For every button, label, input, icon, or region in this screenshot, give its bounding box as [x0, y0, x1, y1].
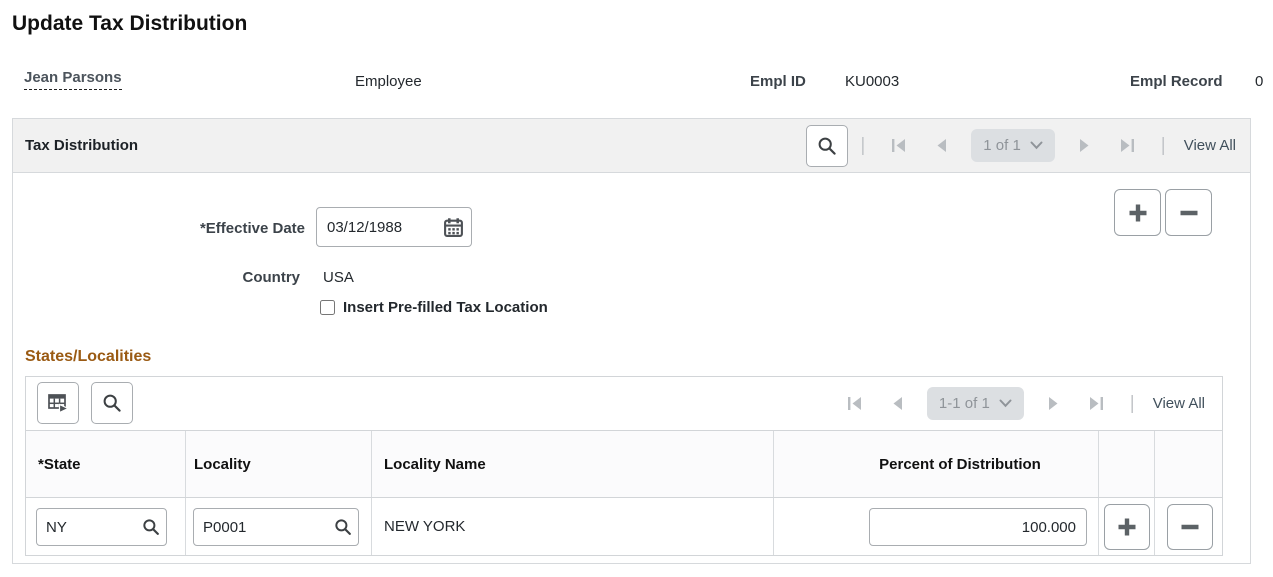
page-counter[interactable]: 1-1 of 1: [926, 387, 1024, 420]
separator: |: [1160, 134, 1166, 156]
search-icon: [334, 518, 352, 536]
effective-date-input[interactable]: [316, 207, 472, 247]
separator: |: [1129, 392, 1135, 414]
empl-id-value: KU0003: [845, 73, 900, 90]
plus-icon: [1116, 516, 1138, 538]
states-localities-grid: 1-1 of 1 | View All: [25, 376, 1223, 556]
empl-record-value: 0: [1255, 73, 1264, 90]
page-counter[interactable]: 1 of 1: [971, 129, 1055, 162]
minus-icon: [1179, 516, 1201, 538]
next-page-icon[interactable]: [1034, 396, 1073, 411]
effective-date-field-wrap: [316, 207, 472, 247]
insert-prefilled-tax-location-label: Insert Pre-filled Tax Location: [343, 299, 548, 316]
grid-pagination: 1-1 of 1 | View All: [833, 377, 1205, 430]
locality-field-wrap: [193, 508, 359, 546]
section-title-tax-distribution: Tax Distribution: [25, 137, 139, 154]
employee-type-text: Employee: [355, 73, 422, 90]
country-value: USA: [323, 269, 354, 286]
page-title: Update Tax Distribution: [12, 12, 248, 35]
column-header-locality-name: Locality Name: [371, 431, 773, 497]
delete-cell: [1154, 498, 1224, 555]
grid-action-menu-icon: [46, 391, 70, 415]
effective-date-label: *Effective Date: [199, 220, 305, 237]
percent-input[interactable]: [869, 508, 1087, 546]
first-page-icon[interactable]: [877, 138, 922, 153]
calendar-button[interactable]: [441, 215, 465, 239]
separator: |: [860, 134, 866, 156]
column-header-add: [1098, 431, 1154, 497]
locality-name-text: NEW YORK: [384, 518, 466, 535]
calendar-icon: [443, 217, 464, 238]
country-label: Country: [242, 269, 301, 286]
last-page-icon[interactable]: [1104, 138, 1149, 153]
locality-name-cell: NEW YORK: [371, 498, 773, 555]
grid-action-menu-button[interactable]: [37, 382, 79, 424]
section-search-button[interactable]: [806, 124, 849, 167]
last-page-icon[interactable]: [1073, 396, 1118, 411]
tax-distribution-groupbox: Tax Distribution | 1 of 1: [12, 118, 1251, 564]
percent-cell: [773, 498, 1098, 555]
employee-name-link[interactable]: Jean Parsons: [24, 69, 122, 90]
empl-id-label: Empl ID: [750, 73, 806, 90]
next-page-icon[interactable]: [1065, 138, 1104, 153]
column-header-locality: Locality: [185, 431, 371, 497]
page-counter-text: 1 of 1: [983, 137, 1021, 154]
section-title-states-localities: States/Localities: [25, 348, 152, 365]
chevron-down-icon: [1030, 141, 1043, 150]
chevron-down-icon: [999, 399, 1012, 408]
view-all-link[interactable]: View All: [1183, 137, 1236, 154]
page-counter-text: 1-1 of 1: [938, 395, 990, 412]
grid-search-button[interactable]: [91, 382, 133, 424]
add-row-button[interactable]: [1114, 189, 1161, 236]
column-header-delete: [1154, 431, 1224, 497]
delete-row-button[interactable]: [1166, 503, 1213, 550]
tax-distribution-header-bar: Tax Distribution | 1 of 1: [13, 119, 1250, 173]
empl-record-label: Empl Record: [1130, 73, 1223, 90]
percent-field-wrap: [869, 508, 1087, 546]
insert-prefilled-tax-location-checkbox[interactable]: [320, 300, 335, 315]
first-page-icon[interactable]: [833, 396, 878, 411]
view-all-link[interactable]: View All: [1152, 395, 1205, 412]
state-lookup-button[interactable]: [141, 517, 161, 537]
delete-row-button[interactable]: [1165, 189, 1212, 236]
search-icon: [817, 136, 837, 156]
column-header-percent: Percent of Distribution: [773, 431, 1098, 497]
add-cell: [1098, 498, 1154, 555]
plus-icon: [1127, 202, 1149, 224]
tax-distribution-pagination: | 1 of 1 |: [806, 119, 1236, 172]
table-row: NEW YORK: [26, 498, 1222, 555]
grid-toolbar: 1-1 of 1 | View All: [26, 377, 1222, 430]
previous-page-icon[interactable]: [878, 396, 917, 411]
grid-header-row: *State Locality Locality Name Percent of…: [26, 430, 1222, 498]
search-icon: [102, 393, 122, 413]
add-row-button[interactable]: [1103, 503, 1150, 550]
previous-page-icon[interactable]: [922, 138, 961, 153]
search-icon: [142, 518, 160, 536]
column-header-state: *State: [38, 455, 81, 473]
locality-cell: [185, 498, 371, 555]
state-cell: [26, 498, 185, 555]
state-field-wrap: [36, 508, 167, 546]
locality-input[interactable]: [193, 508, 359, 546]
locality-lookup-button[interactable]: [333, 517, 353, 537]
minus-icon: [1178, 202, 1200, 224]
